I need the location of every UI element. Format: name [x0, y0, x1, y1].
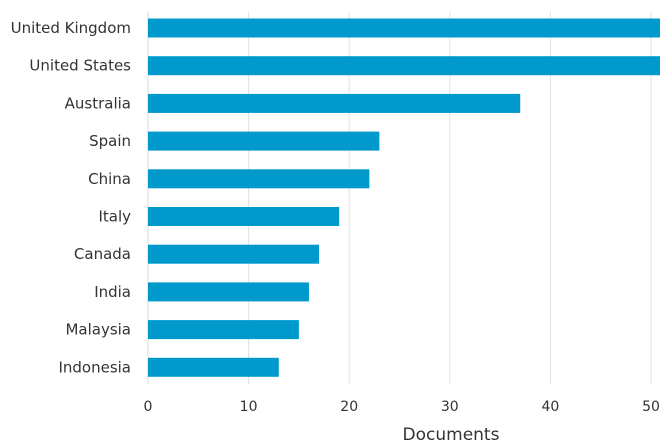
category-label: India: [94, 283, 131, 301]
category-label: United Kingdom: [11, 19, 131, 37]
bar-indonesia[interactable]: [148, 357, 279, 377]
x-tick-label: 30: [441, 399, 459, 415]
bar-canada[interactable]: [148, 244, 320, 264]
bar-italy[interactable]: [148, 207, 340, 226]
x-tick-label: 10: [240, 399, 258, 415]
category-labels: United Kingdom United States Australia Spai…: [11, 19, 132, 376]
category-label: China: [88, 170, 131, 188]
bar-spain[interactable]: [148, 131, 380, 151]
x-tick-label: 40: [541, 399, 559, 415]
bar-united-kingdom[interactable]: [148, 18, 660, 38]
x-tick-label: 50: [642, 399, 660, 415]
x-tick-label: 0: [144, 399, 153, 415]
category-label: Canada: [74, 245, 131, 263]
bar-layer: [148, 18, 660, 377]
category-label: Italy: [98, 208, 131, 226]
category-label: Malaysia: [65, 321, 131, 339]
bar-australia[interactable]: [148, 93, 521, 113]
bar-malaysia[interactable]: [148, 320, 299, 340]
bar-united-states[interactable]: [148, 56, 660, 76]
bar-china[interactable]: [148, 169, 370, 189]
category-label: Australia: [65, 94, 131, 112]
category-label: United States: [29, 57, 131, 75]
category-label: Indonesia: [58, 358, 131, 376]
bar-india[interactable]: [148, 282, 309, 302]
x-tick-label: 20: [340, 399, 358, 415]
category-label: Spain: [89, 132, 131, 150]
x-axis-title: Documents: [403, 425, 500, 441]
x-tick-labels: 0 10 20 30 40 50: [144, 399, 660, 415]
